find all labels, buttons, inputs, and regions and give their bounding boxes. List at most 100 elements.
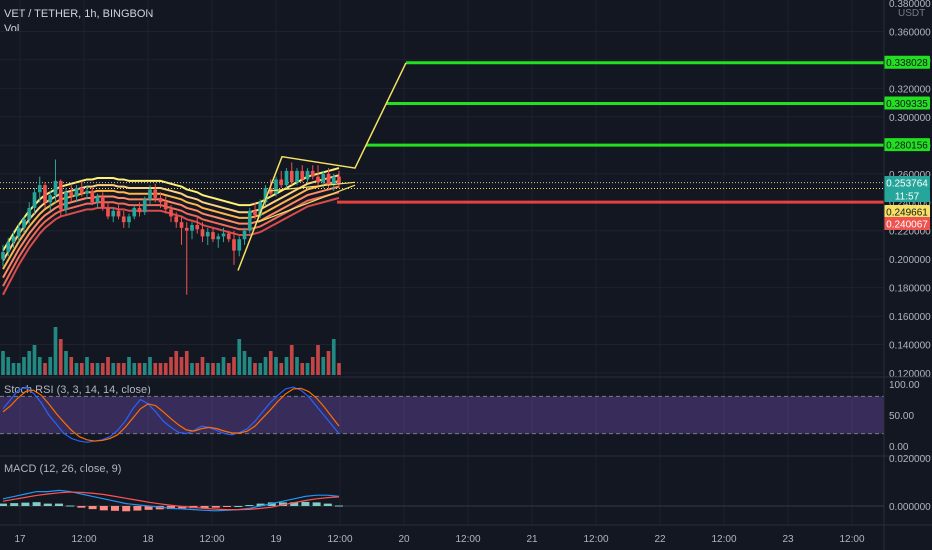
price-axis-tick: 0.140000 bbox=[889, 341, 931, 352]
volume-bar bbox=[85, 357, 89, 375]
price-axis-tick: 0.220000 bbox=[889, 227, 931, 238]
time-axis-tick: 21 bbox=[526, 534, 538, 545]
volume-bar bbox=[111, 363, 116, 375]
macd-histogram-bar bbox=[0, 503, 7, 506]
volume-bar bbox=[258, 363, 263, 375]
currency-label: USDT bbox=[898, 8, 926, 19]
candle-body bbox=[121, 216, 126, 223]
projection-path bbox=[237, 62, 407, 271]
candle-body bbox=[6, 242, 11, 253]
candle-body bbox=[184, 227, 189, 231]
volume-bar bbox=[316, 345, 320, 375]
volume-bar bbox=[184, 351, 189, 375]
macd-histogram-bar bbox=[77, 506, 86, 508]
volume-bar bbox=[32, 345, 37, 375]
time-axis-tick: 18 bbox=[142, 534, 154, 545]
time-axis-tick: 20 bbox=[398, 534, 410, 545]
macd-histogram-bar bbox=[223, 506, 231, 507]
candle-body bbox=[142, 199, 147, 213]
volume-bar bbox=[11, 363, 16, 375]
yellow-price-text: 0.249661 bbox=[886, 208, 928, 219]
candle-body bbox=[190, 225, 194, 231]
volume-label: Vol bbox=[4, 23, 20, 35]
volume-bar bbox=[221, 357, 226, 375]
volume-bar bbox=[74, 363, 79, 375]
candle-body bbox=[79, 188, 84, 194]
volume-bar bbox=[58, 339, 63, 375]
current-price-tag bbox=[884, 176, 930, 189]
macd-histogram-bar bbox=[43, 503, 52, 506]
candle-body bbox=[169, 209, 173, 217]
time-axis-tick: 22 bbox=[654, 534, 666, 545]
candle-body bbox=[16, 227, 21, 237]
time-axis-tick: 23 bbox=[782, 534, 794, 545]
stoch-d-line bbox=[2, 387, 340, 442]
price-axis-tick: 0.240000 bbox=[889, 198, 931, 209]
macd-histogram-bar bbox=[312, 502, 321, 506]
macd-histogram-bar bbox=[167, 506, 175, 510]
stop-price-text: 0.240067 bbox=[886, 220, 928, 231]
candle-body bbox=[32, 192, 37, 208]
candle-body bbox=[127, 216, 131, 223]
target-price-tag bbox=[884, 55, 930, 69]
candle-body bbox=[326, 173, 331, 186]
volume-bar bbox=[69, 357, 74, 375]
target-price-text: 0.280156 bbox=[886, 141, 928, 152]
volume-bar bbox=[100, 363, 105, 375]
volume-bar bbox=[22, 357, 26, 375]
volume-bar bbox=[6, 357, 11, 375]
volume-bar bbox=[279, 363, 284, 375]
macd-histogram-bar bbox=[323, 503, 332, 506]
volume-bar bbox=[295, 357, 299, 375]
macd-histogram-bar bbox=[245, 505, 254, 507]
volume-bar bbox=[64, 351, 68, 375]
macd-histogram-bar bbox=[200, 506, 209, 508]
candle-body bbox=[137, 207, 142, 213]
volume-bar bbox=[211, 363, 215, 375]
candle-body bbox=[316, 176, 320, 183]
time-axis-tick: 12:00 bbox=[839, 534, 864, 545]
candle-body bbox=[300, 170, 305, 180]
volume-bar bbox=[310, 357, 315, 375]
macd-histogram-bar bbox=[211, 506, 220, 508]
current-price-text: 0.253764 bbox=[886, 179, 928, 190]
candle-body bbox=[64, 192, 68, 210]
candle-body bbox=[331, 176, 336, 186]
candle-body bbox=[90, 190, 95, 203]
volume-bar bbox=[268, 351, 273, 375]
candle-body bbox=[284, 170, 289, 186]
time-axis-tick: 19 bbox=[270, 534, 282, 545]
candle-body bbox=[148, 189, 152, 200]
candle-body bbox=[232, 239, 236, 251]
volume-bar bbox=[289, 345, 294, 375]
volume-bar bbox=[305, 363, 310, 375]
volume-bar bbox=[337, 363, 341, 375]
stoch-axis-tick: 50.00 bbox=[889, 411, 914, 422]
volume-bar bbox=[331, 339, 336, 375]
volume-bar bbox=[216, 363, 221, 375]
volume-bar bbox=[253, 363, 257, 375]
candle-body bbox=[132, 207, 137, 217]
triangle-lower-line bbox=[269, 181, 356, 192]
target-price-tag bbox=[884, 138, 930, 152]
candle-body bbox=[258, 202, 263, 216]
candle-body bbox=[211, 232, 215, 240]
volume-bar bbox=[1, 351, 5, 375]
volume-bar bbox=[242, 351, 247, 375]
candle-body bbox=[226, 233, 231, 240]
countdown-price-tag bbox=[884, 189, 930, 202]
candle-body bbox=[111, 210, 116, 217]
volume-bar bbox=[127, 357, 131, 375]
macd-label: MACD (12, 26, close, 9) bbox=[4, 463, 122, 475]
candle-body bbox=[100, 196, 105, 208]
macd-histogram-bar bbox=[290, 502, 299, 506]
volume-bar bbox=[274, 357, 278, 375]
yellow-price-tag bbox=[884, 205, 930, 218]
volume-bar bbox=[148, 357, 152, 375]
time-axis-tick: 17 bbox=[14, 534, 26, 545]
candle-body bbox=[74, 188, 79, 197]
volume-bar bbox=[190, 363, 194, 375]
volume-bar bbox=[116, 363, 121, 375]
volume-bar bbox=[153, 363, 158, 375]
